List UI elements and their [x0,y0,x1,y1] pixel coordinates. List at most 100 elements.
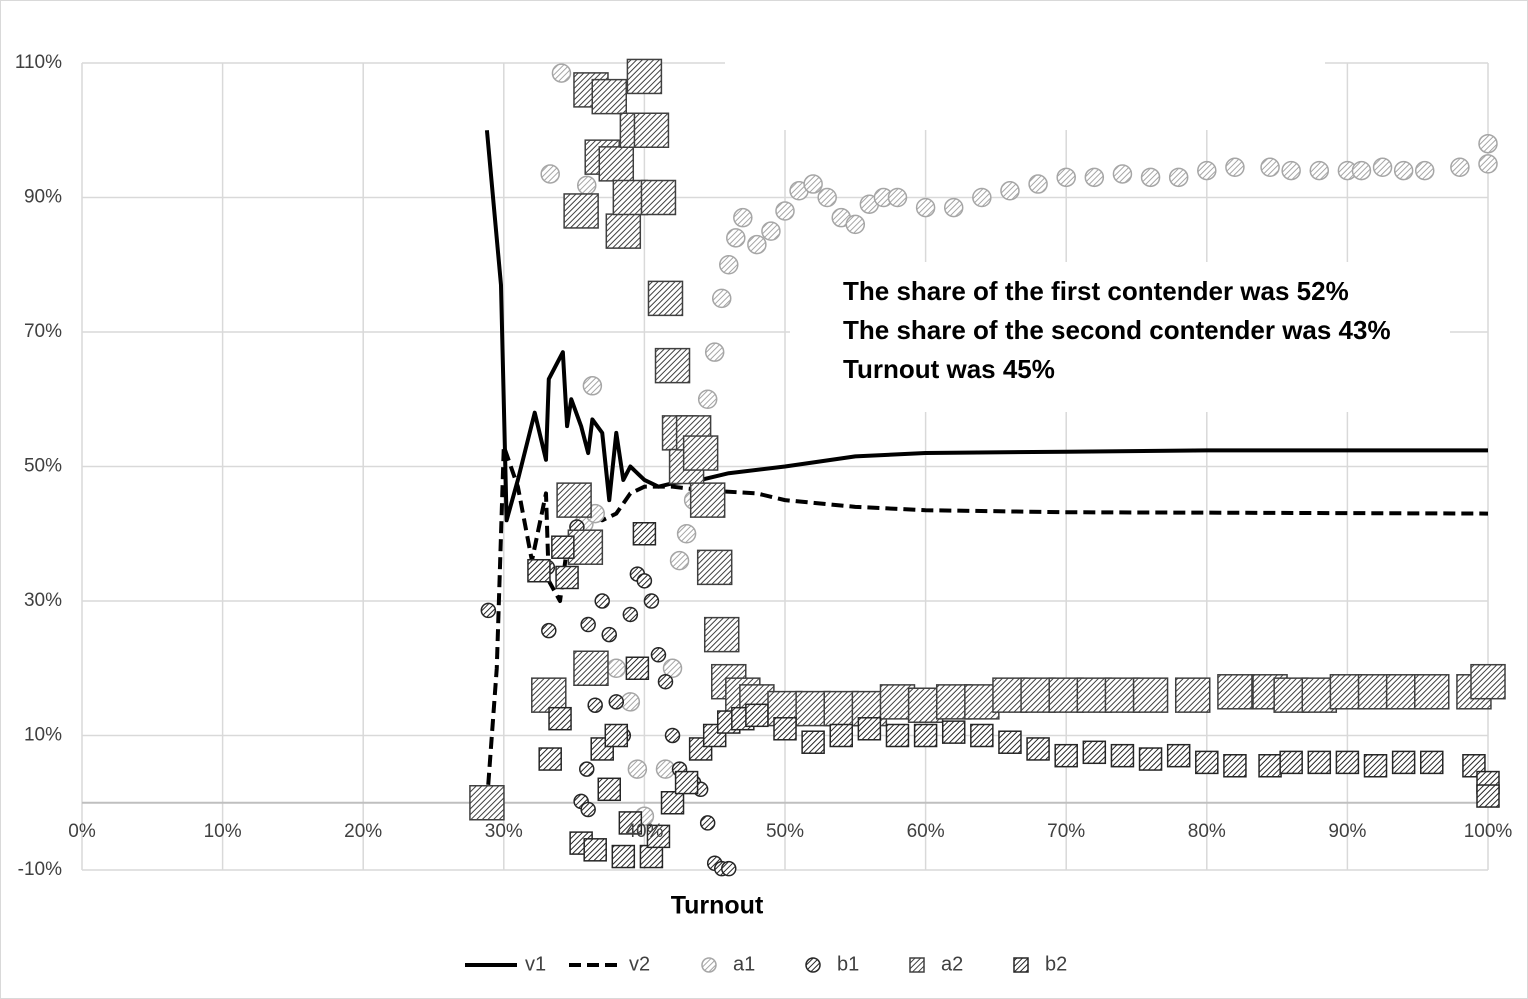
point [1132,677,1169,713]
point [660,791,685,815]
legend-swatch [805,957,821,973]
point [857,717,882,741]
annotation: The share of the first contender was 52% [843,276,1349,306]
point [583,838,607,862]
annotation-box [790,262,1450,412]
point [594,593,610,609]
point [636,573,653,589]
point [817,187,837,208]
legend-label: b1 [837,953,859,975]
point [633,112,670,148]
point [662,658,683,678]
x-tick-label: 50% [766,821,804,842]
blank-area [725,50,1325,130]
point [1476,784,1500,808]
x-tick-label: 10% [204,821,242,842]
point [773,717,797,741]
point [664,727,681,744]
point [640,179,677,216]
x-tick-label: 90% [1328,821,1366,842]
point [1223,754,1247,778]
point [1026,737,1050,761]
x-tick-label: 40% [625,821,663,842]
point [582,376,603,396]
point [1110,743,1135,768]
point [1414,160,1435,181]
x-tick-label: 30% [485,821,523,842]
point [646,824,671,849]
point [697,389,718,409]
point [606,658,627,678]
point [711,288,732,309]
point [998,730,1022,754]
x-tick-label: 60% [907,821,945,842]
point [551,535,575,559]
point [775,201,795,221]
legend-label: v1 [525,953,546,975]
point [527,558,551,583]
point [626,58,663,95]
x-tick-label: 0% [68,821,96,842]
point [591,78,627,115]
point [1138,747,1163,771]
point [643,593,660,609]
point [531,677,567,713]
point [1260,157,1280,177]
x-tick-label: 20% [344,821,382,842]
point [573,650,609,686]
legend-label: a2 [941,953,963,975]
point [540,164,560,184]
point [747,234,767,255]
point [480,602,497,619]
point [1082,740,1107,765]
point [611,844,636,869]
point [608,694,625,710]
point [579,761,595,777]
point [1420,750,1444,775]
point [598,146,635,182]
point [970,723,994,748]
point [655,759,676,779]
point [676,524,697,544]
point [1372,157,1393,177]
point [551,63,572,83]
legend-swatch [701,957,717,973]
point [1470,663,1506,700]
point [1056,167,1076,188]
legend-label: v2 [629,953,650,975]
point [538,747,562,771]
point [1478,154,1498,174]
point [803,174,823,194]
point [605,213,642,249]
point [639,844,664,869]
point [801,730,825,754]
point [597,777,621,802]
point [745,703,769,728]
point [627,759,648,779]
point [682,435,719,471]
point [1478,133,1498,154]
legend-swatch [1013,957,1029,973]
point [555,565,579,590]
y-tick-label: 70% [24,321,62,342]
point [1166,743,1191,768]
point [696,549,733,586]
y-tick-label: 50% [24,456,62,477]
point [469,785,505,821]
point [1028,174,1048,194]
y-tick-label: 110% [15,52,62,73]
point [845,214,866,235]
point [1054,743,1078,768]
point [674,770,699,795]
point [726,228,746,248]
x-tick-label: 80% [1188,821,1226,842]
point [941,720,966,744]
point [1000,181,1020,201]
y-tick-label: 10% [24,725,62,746]
point [541,622,557,639]
point [1391,750,1416,775]
point [913,723,938,748]
point [1414,674,1450,710]
point [604,723,629,748]
